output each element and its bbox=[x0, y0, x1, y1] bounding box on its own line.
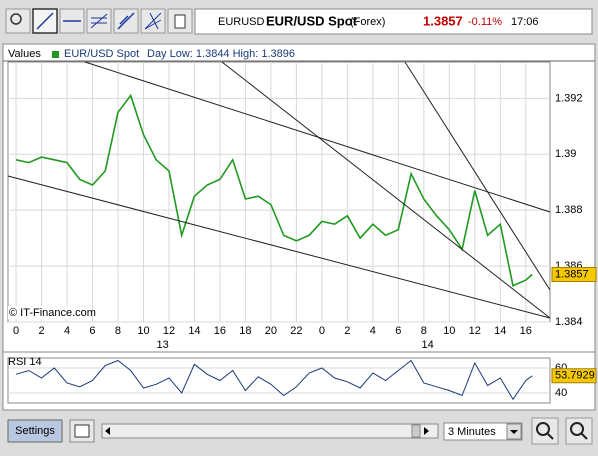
toolbar bbox=[5, 8, 193, 34]
last-value-box bbox=[551, 368, 597, 384]
settings-label: Settings bbox=[15, 425, 55, 437]
icon bbox=[580, 432, 588, 440]
instrument-name: EUR/USD Spot bbox=[266, 13, 358, 28]
scroll-left[interactable] bbox=[105, 427, 110, 435]
series-line bbox=[15, 93, 533, 287]
x-tick-label: 10 bbox=[443, 325, 455, 337]
trend-line bbox=[404, 61, 551, 291]
day-label: 14 bbox=[422, 339, 434, 351]
icon bbox=[536, 422, 550, 436]
last-value-label: 53.7929 bbox=[555, 370, 595, 382]
x-tick-label: 2 bbox=[38, 325, 44, 337]
icon bbox=[546, 432, 554, 440]
trend-line bbox=[221, 61, 551, 319]
legend-entry: EUR/USD Spot bbox=[64, 48, 139, 60]
x-tick-label: 10 bbox=[137, 325, 149, 337]
x-tick-label: 20 bbox=[265, 325, 277, 337]
x-tick-label: 4 bbox=[64, 325, 70, 337]
interval-label: 3 Minutes bbox=[448, 426, 496, 438]
icon bbox=[90, 13, 108, 29]
x-tick-label: 16 bbox=[214, 325, 226, 337]
day-label: 13 bbox=[156, 339, 168, 351]
y-tick-label: 1.392 bbox=[555, 92, 583, 104]
settings-button[interactable] bbox=[7, 419, 63, 443]
chart-panel bbox=[2, 43, 596, 411]
legend-subtitle: Day Low: 1.3844 High: 1.3896 bbox=[147, 48, 295, 60]
icon bbox=[36, 12, 54, 30]
y-tick-label: 40 bbox=[555, 387, 567, 399]
icon bbox=[144, 12, 162, 30]
trend-lines bbox=[7, 61, 551, 319]
icon bbox=[10, 13, 22, 25]
x-tick-label: 4 bbox=[370, 325, 376, 337]
plot-frame bbox=[7, 357, 551, 404]
zoom-tool[interactable] bbox=[5, 8, 31, 34]
x-tick-label: 0 bbox=[319, 325, 325, 337]
zoom-out[interactable] bbox=[531, 417, 559, 445]
x-tick-label: 12 bbox=[163, 325, 175, 337]
x-tick-label: 18 bbox=[239, 325, 251, 337]
x-tick-label: 2 bbox=[344, 325, 350, 337]
price: 1.3857 bbox=[423, 13, 463, 28]
x-tick-label: 12 bbox=[469, 325, 481, 337]
legend-title: Values bbox=[8, 48, 41, 60]
icon bbox=[510, 430, 518, 434]
icon bbox=[570, 422, 584, 436]
x-tick-label: 0 bbox=[13, 325, 19, 337]
y-tick-label: 1.384 bbox=[555, 316, 583, 328]
last-value-box bbox=[551, 266, 597, 282]
scroll-right[interactable] bbox=[424, 427, 429, 435]
x-tick-label: 14 bbox=[188, 325, 200, 337]
x-tick-label: 8 bbox=[115, 325, 121, 337]
icon bbox=[174, 14, 186, 29]
annotation-bg bbox=[8, 306, 88, 319]
trend-line bbox=[7, 175, 551, 319]
icon bbox=[117, 12, 135, 30]
y-tick-label: 1.388 bbox=[555, 204, 583, 216]
series-line bbox=[15, 359, 533, 401]
x-tick-label: 8 bbox=[421, 325, 427, 337]
x-tick-label: 14 bbox=[494, 325, 506, 337]
x-tick-label: 6 bbox=[89, 325, 95, 337]
x-tick-label: 16 bbox=[520, 325, 532, 337]
last-value-label: 1.3857 bbox=[555, 268, 589, 280]
legend-swatch bbox=[52, 51, 59, 58]
zoom-in[interactable] bbox=[565, 417, 593, 445]
x-tick-label: 6 bbox=[395, 325, 401, 337]
y-tick-label: 1.39 bbox=[555, 148, 576, 160]
annotation: © IT-Finance.com bbox=[9, 307, 96, 319]
scrollbar[interactable] bbox=[101, 423, 439, 439]
panel-title: RSI 14 bbox=[8, 356, 42, 368]
symbol: EURUSD bbox=[218, 16, 265, 28]
change: -0.11% bbox=[468, 16, 502, 28]
market: (Forex) bbox=[350, 16, 385, 28]
x-tick-label: 22 bbox=[290, 325, 302, 337]
time: 17:06 bbox=[511, 16, 539, 28]
interval-dropdown[interactable] bbox=[443, 422, 523, 441]
quote-header bbox=[194, 8, 593, 35]
icon bbox=[74, 424, 90, 438]
scroll-thumb[interactable] bbox=[411, 424, 421, 438]
